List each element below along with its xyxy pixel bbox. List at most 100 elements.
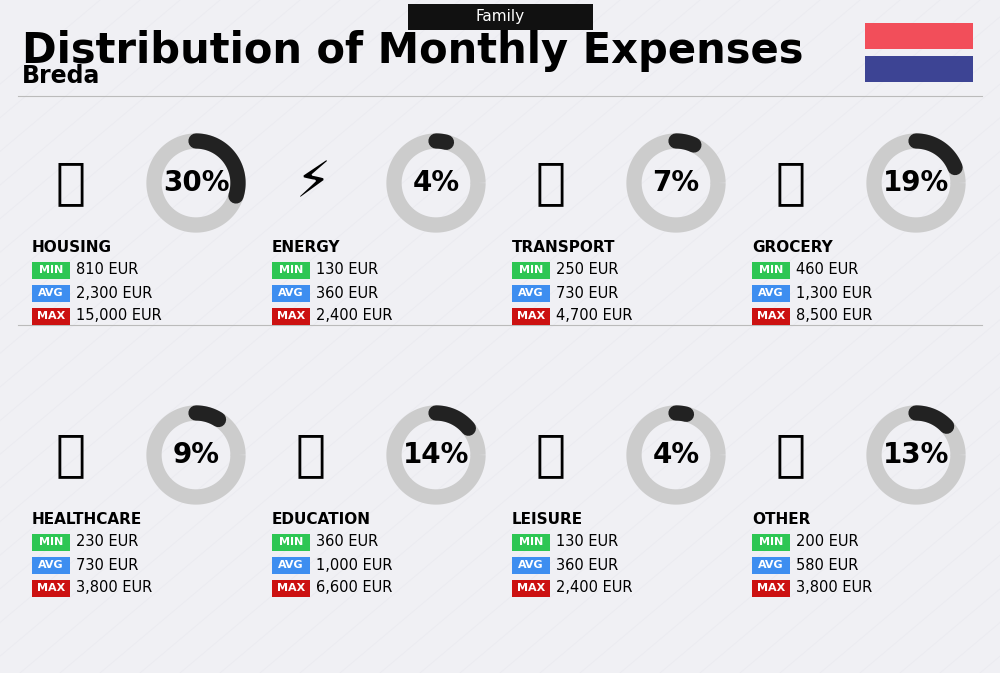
Text: Breda: Breda bbox=[22, 64, 100, 88]
Text: MIN: MIN bbox=[759, 265, 783, 275]
Text: 15,000 EUR: 15,000 EUR bbox=[76, 308, 162, 324]
Text: 230 EUR: 230 EUR bbox=[76, 534, 138, 549]
Text: GROCERY: GROCERY bbox=[752, 240, 833, 256]
Text: Family: Family bbox=[475, 9, 525, 24]
Text: 360 EUR: 360 EUR bbox=[316, 534, 378, 549]
Text: AVG: AVG bbox=[758, 288, 784, 298]
Text: 1,300 EUR: 1,300 EUR bbox=[796, 285, 872, 301]
FancyBboxPatch shape bbox=[272, 308, 310, 324]
Text: MIN: MIN bbox=[519, 265, 543, 275]
Text: 360 EUR: 360 EUR bbox=[316, 285, 378, 301]
Text: 4,700 EUR: 4,700 EUR bbox=[556, 308, 633, 324]
FancyBboxPatch shape bbox=[272, 579, 310, 596]
Text: MIN: MIN bbox=[759, 537, 783, 547]
Text: MAX: MAX bbox=[757, 311, 785, 321]
Text: AVG: AVG bbox=[278, 560, 304, 570]
Text: MAX: MAX bbox=[37, 311, 65, 321]
FancyBboxPatch shape bbox=[272, 285, 310, 302]
Text: 🛍: 🛍 bbox=[536, 431, 566, 479]
FancyBboxPatch shape bbox=[512, 579, 550, 596]
Text: 200 EUR: 200 EUR bbox=[796, 534, 859, 549]
Text: 730 EUR: 730 EUR bbox=[556, 285, 618, 301]
Text: 4%: 4% bbox=[412, 169, 460, 197]
FancyBboxPatch shape bbox=[512, 557, 550, 573]
Text: 250 EUR: 250 EUR bbox=[556, 262, 618, 277]
FancyBboxPatch shape bbox=[272, 557, 310, 573]
Text: AVG: AVG bbox=[758, 560, 784, 570]
Text: 2,400 EUR: 2,400 EUR bbox=[316, 308, 392, 324]
Text: 13%: 13% bbox=[883, 441, 949, 469]
Text: 3,800 EUR: 3,800 EUR bbox=[796, 581, 872, 596]
FancyBboxPatch shape bbox=[512, 262, 550, 279]
Text: 730 EUR: 730 EUR bbox=[76, 557, 138, 573]
FancyBboxPatch shape bbox=[32, 262, 70, 279]
FancyBboxPatch shape bbox=[865, 56, 973, 82]
FancyBboxPatch shape bbox=[865, 23, 973, 49]
FancyBboxPatch shape bbox=[32, 557, 70, 573]
Text: 4%: 4% bbox=[652, 441, 700, 469]
Text: 30%: 30% bbox=[163, 169, 229, 197]
FancyBboxPatch shape bbox=[752, 534, 790, 551]
Text: MAX: MAX bbox=[757, 583, 785, 593]
Text: 🏙: 🏙 bbox=[56, 159, 86, 207]
FancyBboxPatch shape bbox=[32, 308, 70, 324]
Text: 🛒: 🛒 bbox=[776, 159, 806, 207]
FancyBboxPatch shape bbox=[32, 285, 70, 302]
Text: MIN: MIN bbox=[519, 537, 543, 547]
Text: HOUSING: HOUSING bbox=[32, 240, 112, 256]
FancyBboxPatch shape bbox=[752, 557, 790, 573]
Text: 💰: 💰 bbox=[776, 431, 806, 479]
Text: MIN: MIN bbox=[39, 537, 63, 547]
Text: HEALTHCARE: HEALTHCARE bbox=[32, 513, 142, 528]
Text: ENERGY: ENERGY bbox=[272, 240, 340, 256]
Text: MIN: MIN bbox=[279, 265, 303, 275]
Text: 7%: 7% bbox=[652, 169, 700, 197]
Text: TRANSPORT: TRANSPORT bbox=[512, 240, 616, 256]
Text: 2,400 EUR: 2,400 EUR bbox=[556, 581, 633, 596]
Text: MAX: MAX bbox=[37, 583, 65, 593]
Text: AVG: AVG bbox=[518, 560, 544, 570]
FancyBboxPatch shape bbox=[752, 262, 790, 279]
Text: 🚌: 🚌 bbox=[536, 159, 566, 207]
FancyBboxPatch shape bbox=[752, 308, 790, 324]
FancyBboxPatch shape bbox=[752, 579, 790, 596]
Text: 8,500 EUR: 8,500 EUR bbox=[796, 308, 872, 324]
FancyBboxPatch shape bbox=[32, 534, 70, 551]
Text: LEISURE: LEISURE bbox=[512, 513, 583, 528]
Text: MIN: MIN bbox=[279, 537, 303, 547]
Text: 130 EUR: 130 EUR bbox=[316, 262, 378, 277]
Text: 580 EUR: 580 EUR bbox=[796, 557, 858, 573]
FancyBboxPatch shape bbox=[512, 308, 550, 324]
Text: MAX: MAX bbox=[517, 311, 545, 321]
FancyBboxPatch shape bbox=[512, 534, 550, 551]
FancyBboxPatch shape bbox=[512, 285, 550, 302]
Text: 1,000 EUR: 1,000 EUR bbox=[316, 557, 392, 573]
Text: 9%: 9% bbox=[173, 441, 220, 469]
Text: OTHER: OTHER bbox=[752, 513, 810, 528]
FancyBboxPatch shape bbox=[408, 4, 592, 30]
FancyBboxPatch shape bbox=[272, 262, 310, 279]
Text: AVG: AVG bbox=[518, 288, 544, 298]
Text: 14%: 14% bbox=[403, 441, 469, 469]
Text: 💚: 💚 bbox=[56, 431, 86, 479]
Text: AVG: AVG bbox=[38, 288, 64, 298]
Text: MIN: MIN bbox=[39, 265, 63, 275]
Text: 360 EUR: 360 EUR bbox=[556, 557, 618, 573]
Text: 130 EUR: 130 EUR bbox=[556, 534, 618, 549]
Text: AVG: AVG bbox=[38, 560, 64, 570]
FancyBboxPatch shape bbox=[272, 534, 310, 551]
Text: 3,800 EUR: 3,800 EUR bbox=[76, 581, 152, 596]
Text: MAX: MAX bbox=[277, 583, 305, 593]
Text: MAX: MAX bbox=[517, 583, 545, 593]
Text: AVG: AVG bbox=[278, 288, 304, 298]
FancyBboxPatch shape bbox=[752, 285, 790, 302]
FancyBboxPatch shape bbox=[32, 579, 70, 596]
Text: 2,300 EUR: 2,300 EUR bbox=[76, 285, 152, 301]
Text: ⚡: ⚡ bbox=[296, 159, 331, 207]
Text: 460 EUR: 460 EUR bbox=[796, 262, 858, 277]
Text: 810 EUR: 810 EUR bbox=[76, 262, 138, 277]
Text: MAX: MAX bbox=[277, 311, 305, 321]
Text: Distribution of Monthly Expenses: Distribution of Monthly Expenses bbox=[22, 30, 804, 72]
Text: 19%: 19% bbox=[883, 169, 949, 197]
Text: 🎓: 🎓 bbox=[296, 431, 326, 479]
